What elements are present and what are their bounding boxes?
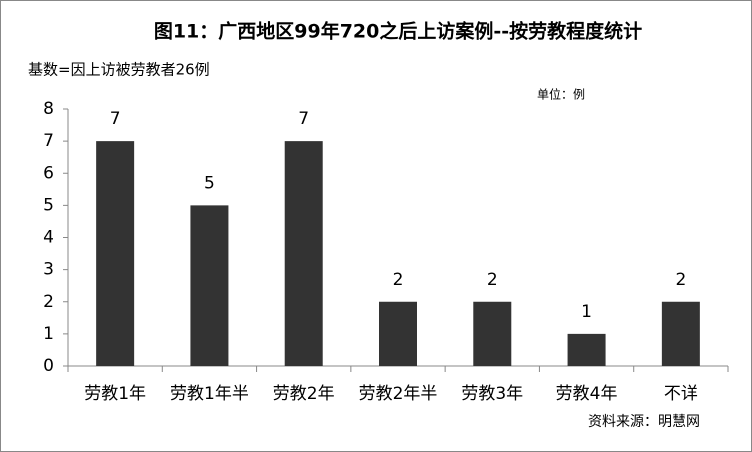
x-tick-label: 劳教1年 [84,384,146,404]
y-tick-label: 7 [43,131,54,151]
chart-title: 图11：广西地区99年720之后上访案例--按劳教程度统计 [154,20,642,43]
x-tick-label: 劳教2年 [273,384,335,404]
chart-subtitle: 基数=因上访被劳教者26例 [28,61,210,79]
data-label: 5 [204,173,215,193]
source-note: 资料来源：明慧网 [588,414,700,430]
data-label: 2 [675,270,686,290]
data-label: 2 [393,270,404,290]
bar [473,301,512,366]
unit-note: 单位：例 [537,87,585,102]
x-tick-label: 劳教2年半 [359,384,438,404]
x-tick-label: 不详 [664,384,698,404]
bar [190,205,229,366]
data-label: 2 [487,270,498,290]
y-tick-label: 8 [43,99,54,119]
data-label: 1 [581,302,592,322]
y-tick-label: 4 [43,228,54,248]
x-tick-label: 劳教1年半 [170,384,249,404]
bar [661,301,700,366]
y-tick-label: 2 [43,292,54,312]
y-tick-label: 1 [43,324,54,344]
bar [284,141,323,366]
bar [379,301,417,366]
y-tick-label: 6 [43,163,54,183]
bar [567,333,606,366]
y-tick-label: 3 [43,260,54,280]
y-tick-label: 5 [43,195,54,215]
y-tick-label: 0 [43,356,54,376]
bar [96,141,135,366]
data-label: 7 [110,109,121,129]
x-tick-label: 劳教4年 [556,384,618,404]
x-tick-label: 劳教3年 [461,384,523,404]
data-label: 7 [298,109,309,129]
